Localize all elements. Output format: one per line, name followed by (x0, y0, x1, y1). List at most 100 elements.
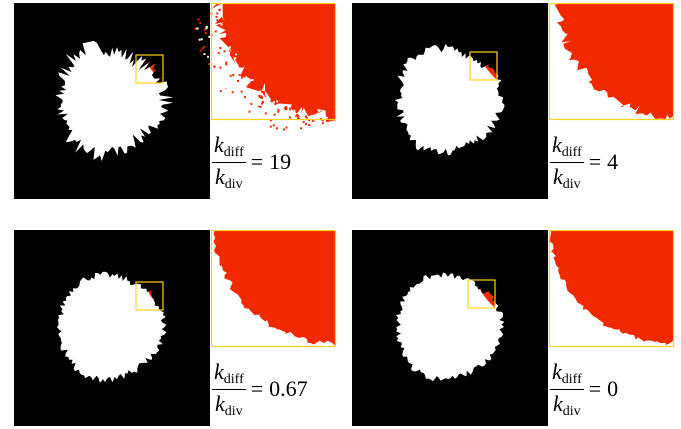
speck (293, 109, 296, 112)
symbol: k (553, 163, 563, 189)
speck (219, 47, 222, 49)
speck (225, 61, 228, 64)
speck (224, 26, 227, 29)
speck (248, 109, 251, 112)
speck (230, 69, 233, 72)
speck (264, 110, 267, 113)
speck (229, 95, 232, 98)
subscript: diff (561, 144, 582, 160)
ratio-value: 19 (269, 149, 292, 174)
speck (203, 45, 206, 48)
speck (234, 89, 237, 92)
speck (250, 102, 253, 105)
speck (226, 56, 229, 59)
panel-graphic (14, 230, 337, 426)
speck (208, 35, 211, 38)
inset-marked (211, 3, 336, 123)
speck (256, 107, 259, 110)
speck (198, 38, 201, 41)
speck (272, 103, 275, 106)
speck (217, 51, 220, 54)
speck (261, 97, 263, 99)
speck (226, 83, 229, 86)
speck (223, 38, 225, 41)
speck (265, 121, 268, 123)
speck (201, 47, 204, 50)
symbol: k (552, 358, 562, 384)
panel-graphic (352, 230, 675, 426)
speck (216, 19, 219, 22)
speck (222, 66, 225, 69)
ratio-value: 0 (607, 376, 619, 401)
ratio-value: 4 (607, 149, 619, 174)
speck (308, 119, 311, 122)
formula: kdiff kdiv = 0 (550, 352, 681, 426)
inset-border (210, 3, 337, 121)
speck (300, 127, 303, 130)
speck (203, 53, 206, 56)
symbol: k (215, 390, 225, 416)
speck (228, 41, 231, 44)
speck (205, 25, 208, 28)
speck (262, 101, 265, 103)
speck (320, 121, 323, 124)
speck (244, 104, 247, 107)
speck (285, 106, 287, 108)
numerator: kdiff (550, 359, 584, 390)
speck (194, 27, 197, 30)
speck (199, 21, 202, 24)
speck (238, 60, 241, 63)
speck (231, 98, 234, 101)
speck (261, 104, 264, 107)
inset-marked (554, 3, 674, 120)
speck (237, 80, 239, 82)
speck (279, 105, 282, 108)
speck (259, 105, 262, 108)
speck (289, 116, 291, 119)
inset-marked (549, 230, 674, 345)
denominator: kdiv (553, 163, 581, 193)
relation: = (250, 149, 264, 174)
speck (325, 116, 328, 119)
speck (228, 46, 231, 49)
speck (260, 92, 263, 95)
speck (244, 96, 246, 99)
denominator: kdiv (215, 390, 243, 420)
speck (212, 17, 215, 20)
speck (274, 122, 276, 125)
speck (304, 115, 307, 118)
speck (258, 96, 261, 99)
speck (283, 107, 286, 110)
speck (225, 63, 228, 66)
speck (265, 93, 268, 96)
panel: kdiff kdiv = 4 (352, 3, 681, 200)
speck (209, 68, 212, 71)
colony (396, 272, 505, 382)
speck (219, 44, 221, 47)
symbol: k (215, 163, 225, 189)
colony (57, 271, 167, 383)
speck (322, 122, 325, 125)
colony (394, 44, 505, 156)
zoom-box (467, 279, 496, 309)
subscript: div (224, 403, 243, 419)
speck (269, 119, 272, 122)
speck (239, 86, 242, 89)
speck (264, 112, 267, 115)
fraction: kdiff kdiv (550, 359, 584, 420)
speck (282, 128, 285, 131)
speck (220, 23, 223, 26)
speck (216, 42, 219, 45)
speck (240, 90, 243, 93)
speck (273, 101, 275, 104)
speck (197, 18, 200, 21)
speck (215, 16, 218, 18)
subscript: diff (561, 371, 582, 387)
speck (195, 27, 198, 30)
speck (272, 124, 275, 127)
speck (321, 119, 324, 122)
speck (263, 98, 266, 101)
speck (285, 107, 288, 110)
panel-graphic (14, 3, 337, 199)
